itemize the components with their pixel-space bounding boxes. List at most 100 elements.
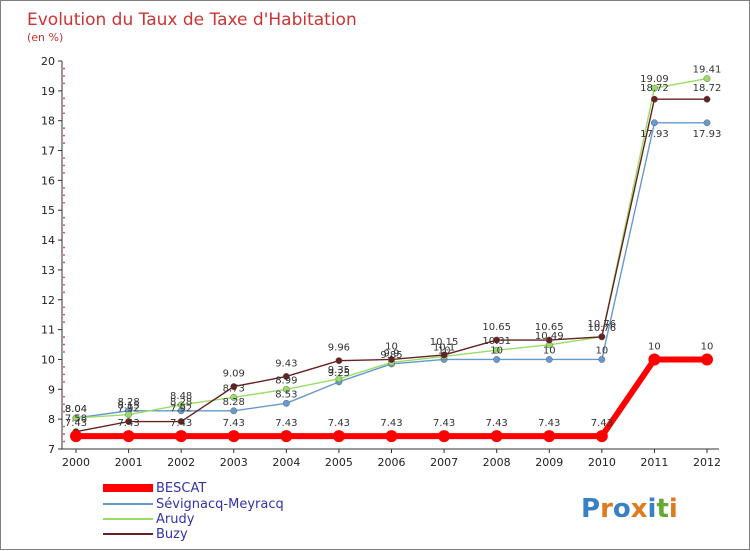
data-label-bescat: 7.43 [486,418,508,429]
y-minor-tick [63,321,65,324]
data-label-bescat: 7.43 [223,418,245,429]
data-label-s-vignacq-meyracq: 10 [543,345,556,356]
y-tick-label: 20 [41,55,55,68]
data-point-buzy [703,95,711,103]
y-minor-tick [63,112,65,115]
data-label-bescat: 7.43 [117,418,139,429]
data-label-buzy: 9.43 [275,358,297,369]
data-point-bescat [332,430,345,443]
y-minor-tick [63,403,65,406]
y-tick-label: 19 [41,85,55,98]
data-point-buzy [335,357,343,365]
y-minor-tick [63,127,65,130]
data-label-arudy: 19.09 [640,74,669,85]
y-minor-tick [63,134,65,137]
y-minor-tick [63,67,65,70]
x-tick-label: 2010 [588,456,616,469]
y-minor-tick [63,201,65,204]
data-label-s-vignacq-meyracq: 8.53 [275,389,297,400]
x-tick-label: 2005 [325,456,353,469]
data-point-bescat [227,430,240,443]
data-label-arudy: 10.31 [482,336,511,347]
y-minor-tick [63,254,65,256]
data-label-arudy: 19.41 [693,65,722,76]
data-point-bescat [385,430,398,443]
chart-title: Evolution du Taux de Taxe d'Habitation [27,10,357,30]
data-label-buzy: 10.65 [535,322,564,333]
y-minor-tick [63,231,65,234]
data-label-s-vignacq-meyracq: 10 [595,345,608,356]
y-minor-tick [63,216,65,219]
data-label-bescat: 7.43 [328,418,350,429]
data-point-bescat [490,430,503,443]
x-tick-label: 2009 [535,456,563,469]
data-point-arudy [282,385,290,393]
y-minor-tick [63,97,65,100]
data-label-arudy: 9.9 [384,348,400,359]
y-minor-tick [63,343,65,346]
data-label-s-vignacq-meyracq: 8.28 [223,397,245,408]
data-label-bescat: 7.43 [170,418,192,429]
y-minor-tick [63,366,65,368]
y-minor-tick [63,157,65,159]
y-tick-label: 7 [48,443,55,456]
y-minor-tick [63,164,65,167]
data-point-s-vignacq-meyracq [230,407,238,415]
y-tick-label: 13 [41,264,55,277]
data-label-bescat: 7.43 [538,418,560,429]
data-point-arudy [72,414,80,422]
data-label-bescat: 7.43 [65,418,87,429]
data-label-bescat: 7.43 [591,418,613,429]
x-tick-label: 2008 [483,456,511,469]
data-point-buzy [282,373,290,380]
data-label-s-vignacq-meyracq: 10 [490,345,503,356]
data-label-buzy: 18.72 [693,83,722,94]
y-minor-tick [63,433,65,435]
y-minor-tick [63,380,65,383]
y-minor-tick [63,336,65,338]
y-tick-label: 17 [41,145,55,158]
data-label-s-vignacq-meyracq: 8.04 [65,404,87,415]
y-minor-tick [63,373,65,376]
y-minor-tick [63,186,65,189]
data-point-arudy [335,375,343,383]
x-tick-label: 2012 [693,456,721,469]
data-label-bescat: 10 [648,341,661,352]
data-label-bescat: 7.43 [275,418,297,429]
data-label-buzy: 10.65 [482,322,511,333]
legend-label-s-vignacq-meyracq: Sévignacq-Meyracq [156,497,284,512]
x-tick-label: 2007 [430,456,458,469]
y-tick-label: 11 [41,324,55,337]
y-minor-tick [63,283,65,286]
data-point-arudy [703,75,711,83]
data-point-buzy [440,351,448,359]
data-point-arudy [230,393,238,401]
data-label-s-vignacq-meyracq: 8.28 [117,397,139,408]
data-point-bescat [438,430,451,443]
data-label-buzy: 7.92 [117,404,139,415]
y-minor-tick [63,104,65,107]
y-minor-tick [63,313,65,316]
data-point-buzy [545,336,553,344]
y-minor-tick [63,172,65,174]
data-label-arudy: 8.48 [170,391,192,402]
x-tick-label: 2004 [272,456,300,469]
y-tick-label: 12 [41,294,55,307]
y-minor-tick [63,395,65,398]
y-minor-tick [63,246,65,249]
x-tick-label: 2006 [378,456,406,469]
data-point-arudy [177,401,185,409]
y-minor-tick [63,306,65,309]
data-label-arudy: 8.15 [117,401,139,412]
data-label-arudy: 10.76 [588,323,617,334]
data-point-buzy [177,418,185,425]
data-point-s-vignacq-meyracq [703,119,711,127]
data-point-s-vignacq-meyracq [598,356,606,363]
y-minor-tick [63,425,65,428]
y-minor-tick [63,82,65,85]
series-line-buzy [75,98,707,433]
data-label-buzy: 10 [385,341,398,352]
data-label-buzy: 10.76 [588,319,617,330]
y-tick-label: 9 [48,383,55,396]
